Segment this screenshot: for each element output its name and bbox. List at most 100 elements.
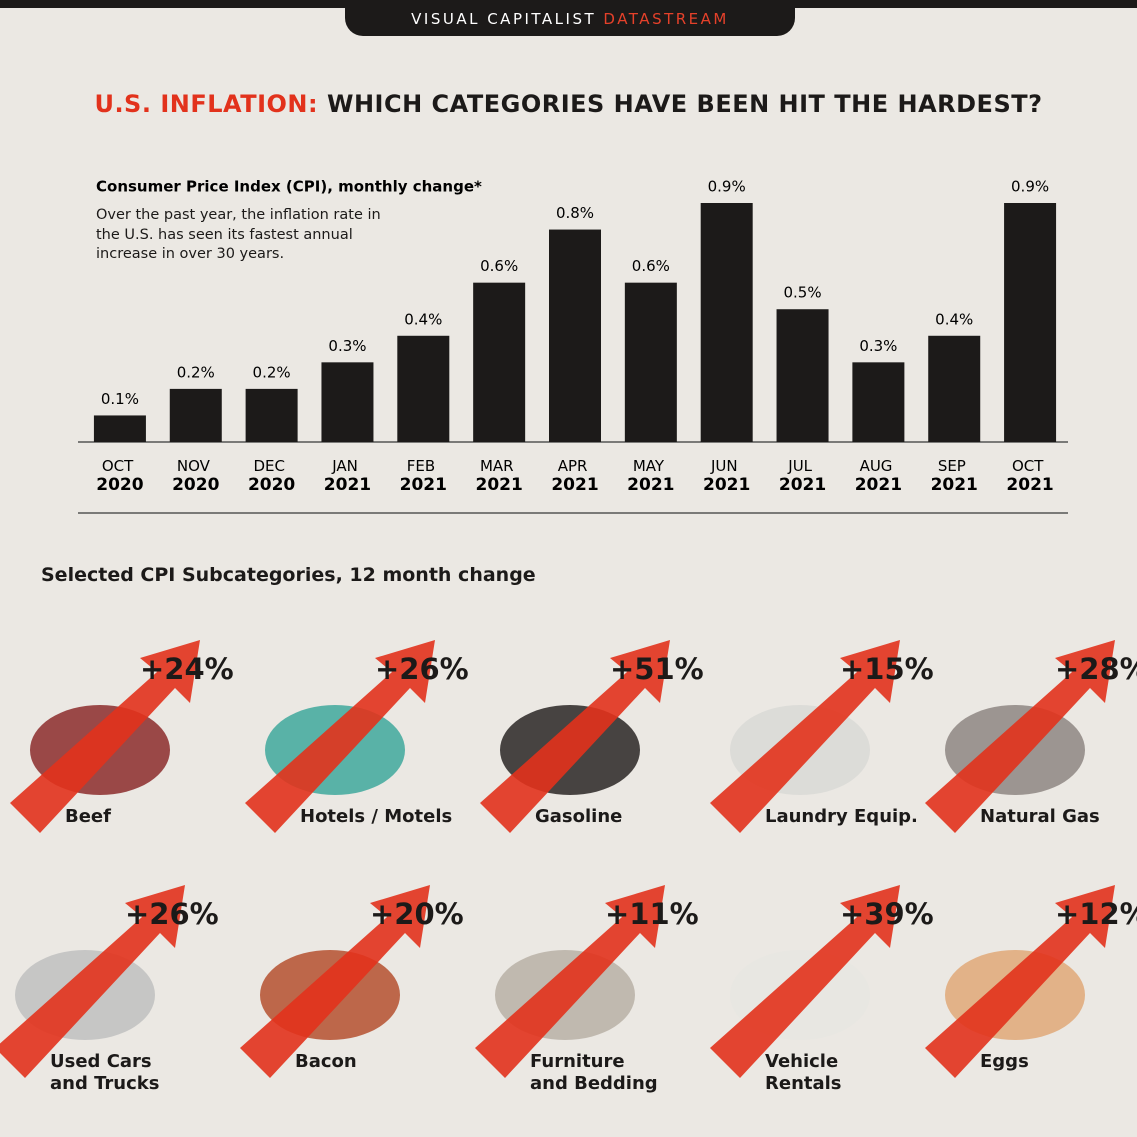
subcategory: +39% Vehicle Rentals xyxy=(700,885,935,1115)
subcategory: +15% Laundry Equip. xyxy=(700,640,935,870)
subcategory: +24% Beef xyxy=(0,640,235,870)
illustration xyxy=(0,885,185,1078)
arrow xyxy=(925,885,1115,1078)
change-label: +11% xyxy=(605,897,699,931)
change-label: +28% xyxy=(1055,652,1137,686)
bar xyxy=(93,415,146,442)
title-main: WHICH CATEGORIES HAVE BEEN HIT THE HARDE… xyxy=(326,90,1043,118)
change-label: +26% xyxy=(125,897,219,931)
subcategory-label: Vehicle Rentals xyxy=(765,1051,842,1094)
arrow xyxy=(240,885,430,1078)
bar xyxy=(245,388,298,442)
value-label: 0.4% xyxy=(935,310,973,328)
value-label: 0.4% xyxy=(404,310,442,328)
subcategory: +51% Gasoline xyxy=(470,640,705,870)
illustration xyxy=(925,885,1115,1078)
illustration xyxy=(245,640,435,833)
subcategory: +20% Bacon xyxy=(230,885,465,1115)
subcategory-label: Used Cars and Trucks xyxy=(50,1051,160,1094)
x-tick-label: OCT 2021 xyxy=(1006,457,1053,495)
illustration xyxy=(710,640,900,833)
arrow xyxy=(475,885,665,1078)
illustration xyxy=(480,640,670,833)
bar xyxy=(321,362,374,442)
bar xyxy=(549,229,601,442)
chart: Consumer Price Index (CPI), monthly chan… xyxy=(78,178,1068,514)
chart-subtitle: Over the past year, the inflation rate i… xyxy=(96,207,381,262)
change-label: +12% xyxy=(1055,897,1137,931)
x-tick-label: SEP 2021 xyxy=(931,457,978,495)
arrow xyxy=(10,640,200,833)
subcategory: +26% Hotels / Motels xyxy=(235,640,470,870)
change-label: +26% xyxy=(375,652,469,686)
bar xyxy=(700,203,753,442)
x-tick-label: APR 2021 xyxy=(551,457,598,495)
subcategory-label: Hotels / Motels xyxy=(300,806,453,827)
change-label: +20% xyxy=(370,897,464,931)
bar xyxy=(169,388,222,442)
subcategory: +12% Eggs xyxy=(915,885,1137,1115)
value-label: 0.5% xyxy=(783,284,821,302)
value-label: 0.9% xyxy=(1011,178,1049,196)
change-label: +15% xyxy=(840,652,934,686)
value-label: 0.6% xyxy=(480,257,518,275)
arrow xyxy=(245,640,435,833)
illustration xyxy=(925,640,1115,833)
subcategory-label: Furniture and Bedding xyxy=(530,1051,658,1094)
x-tick-label: MAY 2021 xyxy=(627,457,674,495)
value-label: 0.2% xyxy=(177,363,215,381)
x-tick-label: FEB 2021 xyxy=(400,457,447,495)
value-label: 0.3% xyxy=(859,337,897,355)
bar xyxy=(397,335,450,442)
illustration xyxy=(475,885,665,1078)
brand: VISUAL CAPITALIST xyxy=(411,10,597,28)
brand-accent: DATASTREAM xyxy=(603,10,729,28)
arrow xyxy=(710,640,900,833)
x-tick-label: AUG 2021 xyxy=(855,457,902,495)
change-label: +24% xyxy=(140,652,234,686)
arrow xyxy=(0,885,185,1078)
x-tick-label: MAR 2021 xyxy=(475,457,522,495)
subcategory: +28% Natural Gas xyxy=(915,640,1137,870)
value-label: 0.2% xyxy=(253,363,291,381)
illustration xyxy=(710,885,900,1078)
x-tick-label: JUN 2021 xyxy=(703,457,750,495)
brand-tab: VISUAL CAPITALIST DATASTREAM xyxy=(345,0,795,36)
bar xyxy=(1004,203,1057,442)
bar xyxy=(852,362,905,442)
arrow xyxy=(925,640,1115,833)
value-label: 0.9% xyxy=(708,178,746,196)
value-label: 0.8% xyxy=(556,204,594,222)
bar xyxy=(624,282,677,442)
subcategory-label: Eggs xyxy=(980,1051,1029,1072)
subcategory: +26% Used Cars and Trucks xyxy=(0,885,220,1115)
title: U.S. INFLATION: WHICH CATEGORIES HAVE BE… xyxy=(0,90,1137,118)
bar xyxy=(473,282,526,442)
arrow xyxy=(480,640,670,833)
x-tick-label: JAN 2021 xyxy=(324,457,371,495)
subcategory: +11% Furniture and Bedding xyxy=(465,885,700,1115)
change-label: +39% xyxy=(840,897,934,931)
title-accent: U.S. INFLATION: xyxy=(94,90,319,118)
x-tick-label: JUL 2021 xyxy=(779,457,826,495)
illustration xyxy=(10,640,200,833)
arrow xyxy=(710,885,900,1078)
subcategories-title: Selected CPI Subcategories, 12 month cha… xyxy=(41,564,536,586)
subcategory-label: Natural Gas xyxy=(980,806,1100,827)
subcategory-label: Gasoline xyxy=(535,806,623,827)
chart-title: Consumer Price Index (CPI), monthly chan… xyxy=(96,178,482,196)
x-tick-label: NOV 2020 xyxy=(172,457,219,495)
x-tick-label: DEC 2020 xyxy=(248,457,295,495)
illustration xyxy=(240,885,430,1078)
subcategory-label: Bacon xyxy=(295,1051,357,1072)
value-label: 0.3% xyxy=(328,337,366,355)
bar xyxy=(776,309,829,442)
value-label: 0.6% xyxy=(632,257,670,275)
change-label: +51% xyxy=(610,652,704,686)
value-label: 0.1% xyxy=(101,390,139,408)
subcategory-label: Beef xyxy=(65,806,111,827)
x-tick-label: OCT 2020 xyxy=(96,457,143,495)
subcategory-label: Laundry Equip. xyxy=(765,806,918,827)
bar xyxy=(928,335,981,442)
